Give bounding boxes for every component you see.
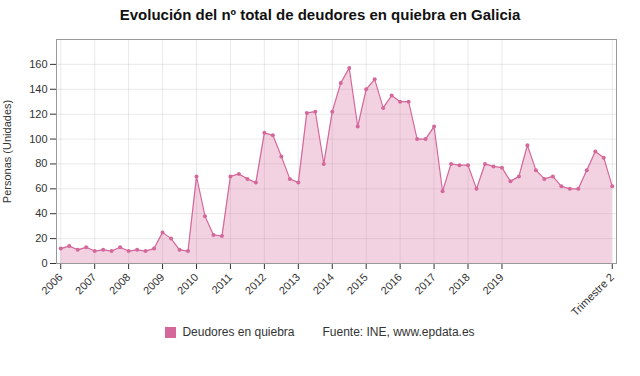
svg-text:40: 40 (35, 207, 47, 219)
svg-text:2019: 2019 (480, 271, 506, 297)
svg-text:80: 80 (35, 157, 47, 169)
svg-text:2011: 2011 (209, 271, 234, 296)
svg-text:0: 0 (41, 257, 47, 269)
svg-text:20: 20 (35, 232, 47, 244)
svg-text:2013: 2013 (276, 271, 302, 297)
svg-text:2016: 2016 (378, 271, 404, 297)
svg-text:2012: 2012 (242, 271, 268, 297)
svg-text:100: 100 (29, 133, 47, 145)
svg-text:160: 160 (29, 58, 47, 70)
svg-text:Trimestre 2: Trimestre 2 (569, 271, 617, 319)
svg-text:2009: 2009 (141, 271, 167, 297)
svg-text:2008: 2008 (107, 271, 133, 297)
svg-text:2007: 2007 (73, 271, 99, 297)
svg-text:2018: 2018 (446, 271, 472, 297)
html-text:Deudores en quiebra: Deudores en quiebra (182, 325, 295, 339)
svg-text:2010: 2010 (175, 271, 201, 297)
html-text:Evolución del nº total de deud: Evolución del nº total de deudores en qu… (119, 6, 521, 23)
svg-text:120: 120 (29, 108, 47, 120)
html-text:Fuente: INE, www.epdata.es: Fuente: INE, www.epdata.es (322, 325, 475, 339)
svg-text:2014: 2014 (310, 271, 336, 297)
svg-text:140: 140 (29, 83, 47, 95)
svg-text:2006: 2006 (39, 271, 65, 297)
svg-text:2017: 2017 (412, 271, 438, 297)
svg-text:60: 60 (35, 182, 47, 194)
svg-text:2015: 2015 (344, 271, 370, 297)
svg-text:Personas (Unidades): Personas (Unidades) (1, 100, 13, 203)
